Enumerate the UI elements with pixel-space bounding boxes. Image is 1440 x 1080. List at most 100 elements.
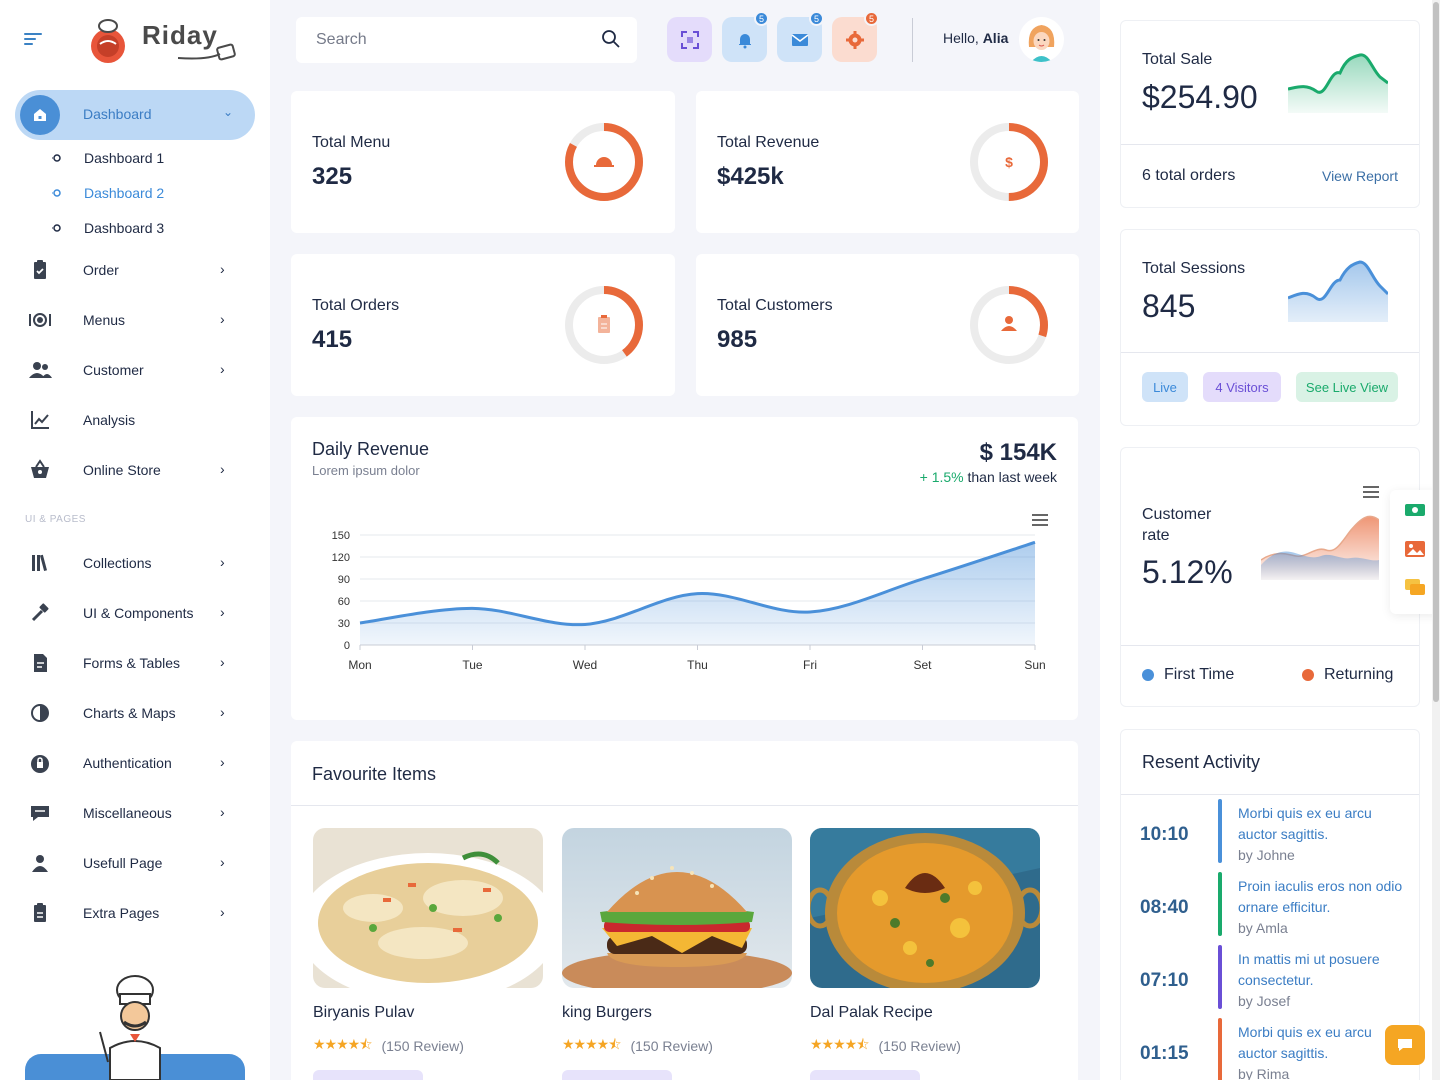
nav-item-collections[interactable]: Collections › bbox=[0, 548, 270, 578]
chart-menu-icon[interactable] bbox=[1032, 514, 1048, 529]
money-icon[interactable] bbox=[1404, 502, 1426, 518]
dollar-icon: $ bbox=[1005, 154, 1013, 170]
nav-item-ui-components[interactable]: UI & Components › bbox=[0, 598, 270, 628]
divider bbox=[1121, 352, 1419, 353]
stat-card-total-orders[interactable]: Total Orders 415 bbox=[291, 254, 675, 396]
sessions-value: 845 bbox=[1142, 288, 1196, 324]
food-image bbox=[810, 828, 1040, 988]
fullscreen-button[interactable] bbox=[667, 17, 712, 62]
tools-icon bbox=[31, 603, 49, 622]
plate-cutlery-icon bbox=[29, 313, 51, 327]
visitors-pill[interactable]: 4 Visitors bbox=[1203, 372, 1281, 402]
nav-item-authentication[interactable]: Authentication › bbox=[0, 748, 270, 778]
search-input[interactable] bbox=[296, 17, 596, 63]
activity-item[interactable]: 07:10 In mattis mi ut posuere consectetu… bbox=[1120, 945, 1420, 1015]
stat-card-total-menu[interactable]: Total Menu 325 bbox=[291, 91, 675, 233]
y-tick-label: 60 bbox=[338, 596, 350, 608]
revenue-chart: 0 30 60 90 120 150 Mon Tue Wed Thu Fri Set Sun bbox=[332, 530, 1046, 672]
chevron-right-icon: › bbox=[220, 854, 225, 870]
x-tick-label: Set bbox=[913, 658, 932, 672]
messages-button[interactable]: 5 bbox=[777, 11, 824, 62]
stat-title: Total Orders bbox=[312, 297, 400, 314]
activity-item[interactable]: 08:40 Proin iaculis eros non odio ornare… bbox=[1120, 872, 1420, 942]
message-badge: 5 bbox=[809, 11, 824, 26]
food-tag[interactable] bbox=[562, 1070, 672, 1080]
settings-button[interactable]: 5 bbox=[832, 11, 879, 62]
live-pill[interactable]: Live bbox=[1142, 372, 1188, 402]
food-rating: ★★★★⯪ (150 Review) bbox=[562, 1034, 792, 1058]
stat-card-total-customers[interactable]: Total Customers 985 bbox=[696, 254, 1079, 396]
customer-rate-chart bbox=[1261, 515, 1379, 580]
search-box bbox=[296, 17, 637, 63]
revenue-change: + 1.5% than last week bbox=[919, 469, 1057, 485]
stat-title: Total Customers bbox=[717, 297, 833, 314]
food-name: Biryanis Pulav bbox=[313, 1004, 415, 1021]
nav-item-usefull-page[interactable]: Usefull Page › bbox=[0, 848, 270, 878]
chevron-right-icon: › bbox=[220, 754, 225, 770]
nav-item-analysis[interactable]: Analysis bbox=[0, 405, 270, 435]
mail-icon bbox=[791, 33, 808, 46]
see-live-view-button[interactable]: See Live View bbox=[1296, 372, 1398, 402]
spatula-icon bbox=[178, 43, 236, 61]
sale-title: Total Sale bbox=[1142, 51, 1213, 68]
y-tick-label: 0 bbox=[344, 640, 350, 652]
monitor-icon bbox=[31, 806, 49, 821]
chevron-right-icon: › bbox=[220, 361, 225, 377]
books-icon bbox=[32, 554, 48, 571]
activity-item[interactable]: 10:10 Morbi quis ex eu arcu auctor sagit… bbox=[1120, 799, 1420, 869]
notifications-button[interactable]: 5 bbox=[722, 11, 769, 62]
food-tag[interactable] bbox=[313, 1070, 423, 1080]
chat-icon[interactable] bbox=[1404, 578, 1426, 596]
activity-title: Resent Activity bbox=[1142, 752, 1261, 772]
stat-title: Total Revenue bbox=[717, 134, 820, 151]
home-icon bbox=[20, 95, 60, 135]
chevron-down-icon: ⌄ bbox=[222, 105, 233, 119]
food-name: Dal Palak Recipe bbox=[810, 1004, 933, 1021]
lock-icon bbox=[31, 755, 49, 773]
scrollbar[interactable] bbox=[1432, 0, 1440, 1080]
divider bbox=[1121, 645, 1419, 646]
notification-badge: 5 bbox=[754, 11, 769, 26]
brand-name: Riday bbox=[142, 20, 218, 50]
progress-ring bbox=[970, 286, 1048, 364]
nav-item-customer[interactable]: Customer › bbox=[0, 355, 270, 385]
food-tag[interactable] bbox=[810, 1070, 920, 1080]
nav-item-online-store[interactable]: Online Store › bbox=[0, 455, 270, 485]
food-rating: ★★★★⯪ (150 Review) bbox=[313, 1034, 543, 1058]
food-card-dal-palak[interactable]: Dal Palak Recipe ★★★★⯪ (150 Review) bbox=[810, 828, 1040, 1080]
food-card-burger[interactable]: king Burgers ★★★★⯪ (150 Review) bbox=[562, 828, 792, 1080]
scrollbar-thumb[interactable] bbox=[1433, 2, 1439, 702]
avatar[interactable] bbox=[1019, 17, 1064, 62]
chat-button[interactable] bbox=[1385, 1025, 1425, 1065]
view-report-link[interactable]: View Report bbox=[1321, 168, 1398, 184]
topbar-divider bbox=[912, 18, 913, 62]
nav-item-extra-pages[interactable]: Extra Pages › bbox=[0, 898, 270, 928]
total-sale-card: Total Sale $254.90 6 total orders View R… bbox=[1120, 20, 1420, 208]
line-chart-icon bbox=[31, 411, 49, 429]
nav-item-order[interactable]: Order › bbox=[0, 255, 270, 285]
image-icon[interactable] bbox=[1404, 540, 1426, 558]
nav-item-menus[interactable]: Menus › bbox=[0, 305, 270, 335]
activity-item[interactable]: 01:15 Morbi quis ex eu arcu auctor sagit… bbox=[1120, 1018, 1420, 1080]
user-avatar-icon bbox=[1019, 17, 1064, 62]
chart-menu-icon[interactable] bbox=[1363, 486, 1379, 498]
chevron-right-icon: › bbox=[220, 604, 225, 620]
search-icon[interactable] bbox=[601, 29, 621, 49]
brand-logo[interactable]: Riday bbox=[88, 16, 238, 66]
clipboard-check-icon bbox=[34, 260, 46, 279]
stat-card-total-revenue[interactable]: Total Revenue $425k $ bbox=[696, 91, 1079, 233]
nav-item-charts-maps[interactable]: Charts & Maps › bbox=[0, 698, 270, 728]
nav-item-miscellaneous[interactable]: Miscellaneous › bbox=[0, 798, 270, 828]
stat-value: $425k bbox=[717, 163, 784, 190]
nav-item-dashboard[interactable]: Dashboard ⌄ bbox=[15, 90, 255, 140]
food-card-biryani[interactable]: Biryanis Pulav ★★★★⯪ (150 Review) bbox=[313, 828, 543, 1080]
y-tick-label: 120 bbox=[332, 552, 350, 564]
basket-icon bbox=[31, 459, 49, 478]
user-name: Alia bbox=[982, 30, 1009, 46]
settings-badge: 5 bbox=[864, 11, 879, 26]
food-image bbox=[562, 828, 792, 988]
revenue-subtitle: Lorem ipsum dolor bbox=[312, 463, 420, 478]
chevron-right-icon: › bbox=[220, 904, 225, 920]
nav-item-forms-tables[interactable]: Forms & Tables › bbox=[0, 648, 270, 678]
menu-toggle-icon[interactable] bbox=[24, 33, 42, 48]
